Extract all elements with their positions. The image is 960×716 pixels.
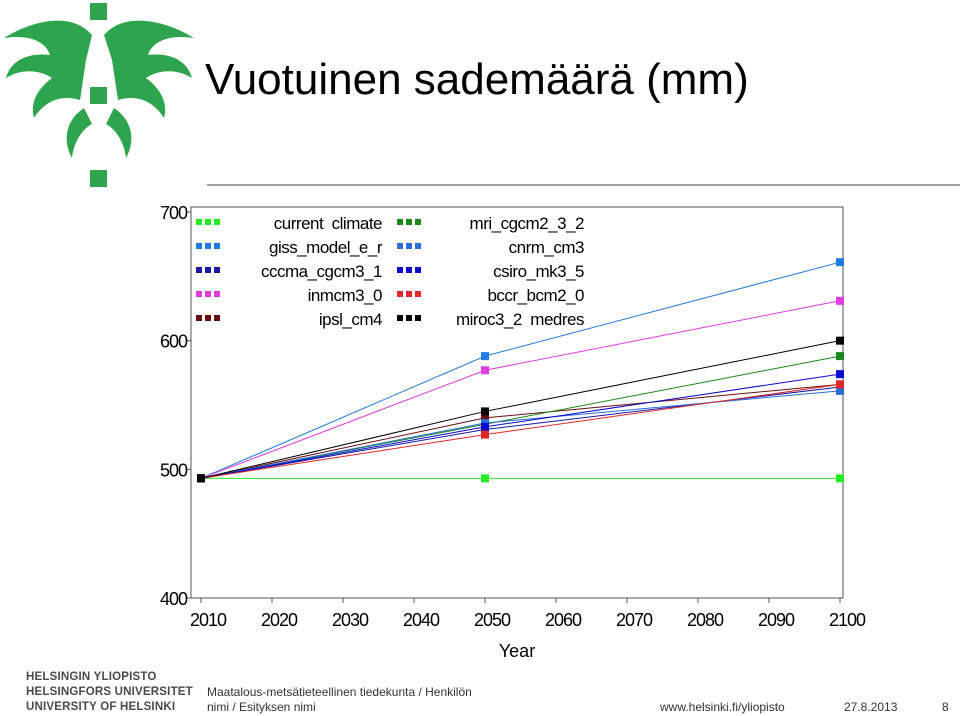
legend-key (406, 219, 412, 225)
legend-key (214, 267, 220, 273)
data-point (481, 366, 489, 375)
x-tick-label: 2090 (758, 610, 795, 630)
legend-key (397, 315, 403, 321)
data-point (481, 352, 489, 361)
data-point (836, 352, 844, 361)
faculty-line-2: nimi / Esityksen nimi (207, 700, 316, 714)
data-point (836, 370, 844, 379)
university-name-block: HELSINGIN YLIOPISTO HELSINGFORS UNIVERSI… (26, 670, 193, 715)
legend-key (205, 243, 211, 249)
legend-key (205, 315, 211, 321)
legend-key (214, 219, 220, 225)
data-point (197, 474, 205, 483)
title-divider (207, 184, 960, 186)
data-point (481, 422, 489, 431)
legend-key (214, 243, 220, 249)
legend-label: cnrm_cm3 (509, 238, 584, 257)
university-name-en: UNIVERSITY OF HELSINKI (26, 701, 176, 713)
legend-key (205, 291, 211, 297)
legend-key (205, 267, 211, 273)
plot-frame (190, 206, 844, 599)
legend-label: giss_model_e_r (269, 238, 383, 257)
legend-key (196, 315, 202, 321)
data-point (481, 407, 489, 416)
legend-label: csiro_mk3_5 (493, 262, 584, 281)
y-tick-label: 500 (160, 460, 188, 480)
y-tick-label: 700 (160, 203, 188, 223)
footer-url[interactable]: www.helsinki.fi/yliopisto (660, 700, 785, 714)
legend-key (415, 291, 421, 297)
legend-key (214, 291, 220, 297)
x-tick-label: 2100 (829, 610, 866, 630)
data-point (836, 386, 844, 395)
university-name-fi: HELSINGIN YLIOPISTO (26, 671, 157, 683)
x-tick-label: 2070 (616, 610, 653, 630)
legend-key (397, 267, 403, 273)
x-tick-label: 2080 (687, 610, 724, 630)
x-tick-label: 2010 (190, 610, 227, 630)
x-tick-label: 2030 (332, 610, 369, 630)
legend-key (406, 243, 412, 249)
legend-key (397, 291, 403, 297)
legend-key (415, 267, 421, 273)
series-line (200, 373, 841, 479)
y-tick-label: 600 (160, 332, 188, 352)
x-tick-label: 2040 (403, 610, 440, 630)
x-axis-label: Year (499, 641, 535, 661)
legend-key (214, 315, 220, 321)
slide-title: Vuotuinen sademäärä (mm) (205, 55, 749, 104)
data-point (481, 413, 489, 422)
legend-label: bccr_bcm2_0 (487, 286, 584, 305)
legend-label: cccma_cgcm3_1 (261, 262, 382, 281)
faculty-text: Maatalous-metsätieteellinen tiedekunta /… (207, 685, 472, 715)
data-point (836, 296, 844, 305)
university-logo (4, 3, 194, 187)
legend-label: mri_cgcm2_3_2 (470, 214, 584, 233)
legend-key (196, 267, 202, 273)
data-point (836, 380, 844, 389)
legend-key (397, 219, 403, 225)
data-point (836, 258, 844, 267)
data-point (481, 430, 489, 439)
data-point (836, 474, 844, 483)
legend-key (406, 267, 412, 273)
legend-label: inmcm3_0 (308, 286, 382, 305)
x-tick-label: 2060 (545, 610, 582, 630)
university-name-sv: HELSINGFORS UNIVERSITET (26, 686, 193, 698)
legend-key (205, 219, 211, 225)
legend-key (415, 315, 421, 321)
series-line (200, 386, 841, 479)
y-tick-label: 400 (160, 589, 188, 609)
page-number: 8 (942, 700, 949, 714)
legend-key (415, 243, 421, 249)
faculty-line-1: Maatalous-metsätieteellinen tiedekunta /… (207, 685, 472, 699)
x-tick-label: 2050 (474, 610, 511, 630)
x-tick-label: 2020 (261, 610, 298, 630)
legend-key (406, 291, 412, 297)
legend-label: current climate (274, 214, 382, 233)
footer-date: 27.8.2013 (844, 700, 898, 714)
legend-key (415, 219, 421, 225)
legend-key (196, 243, 202, 249)
legend-label: ipsl_cm4 (319, 310, 382, 329)
data-point (481, 474, 489, 483)
data-point (836, 336, 844, 345)
legend-key (196, 291, 202, 297)
legend-key (397, 243, 403, 249)
legend-label: miroc3_2 medres (456, 310, 584, 329)
legend-key (196, 219, 202, 225)
legend-key (406, 315, 412, 321)
